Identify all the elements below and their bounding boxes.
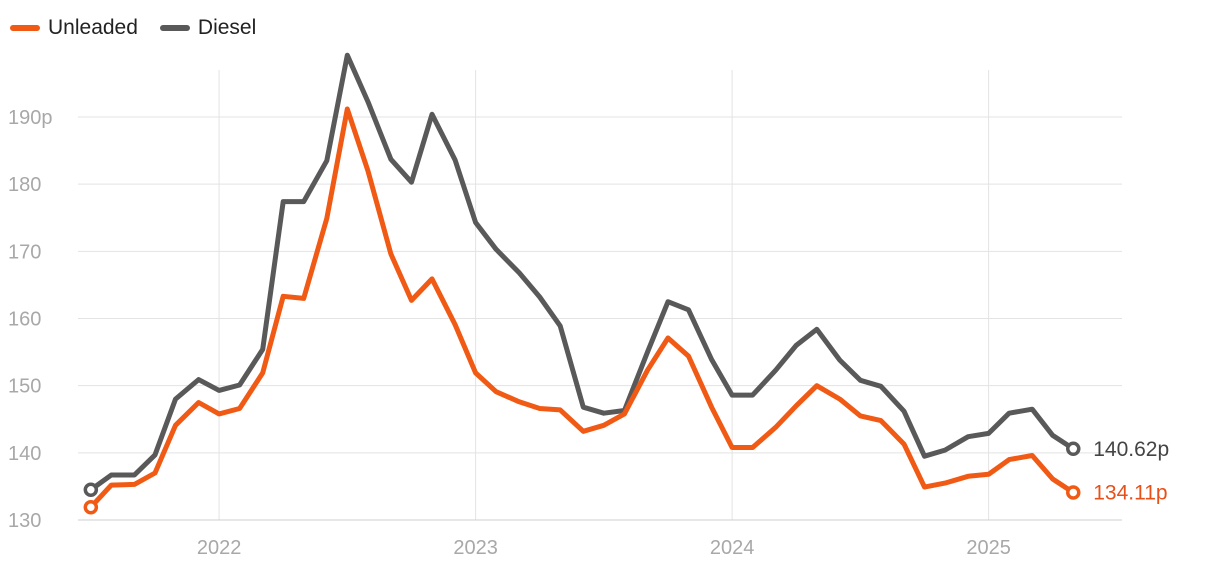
- series-line-unleaded: [88, 106, 1076, 510]
- legend: Unleaded Diesel: [10, 16, 256, 40]
- y-tick-label: 130: [8, 510, 41, 532]
- y-tick-label: 190p: [8, 107, 53, 129]
- y-tick-label: 150: [8, 376, 41, 398]
- end-marker-unleaded: [1066, 485, 1081, 500]
- start-marker-unleaded: [83, 499, 99, 515]
- legend-swatch-unleaded: [10, 25, 40, 31]
- end-value-label-unleaded: 134.11p: [1093, 481, 1167, 504]
- y-tick-label: 140: [8, 443, 41, 465]
- end-value-label-diesel: 140.62p: [1093, 438, 1169, 461]
- x-tick-label: 2025: [966, 537, 1011, 559]
- y-tick-label: 160: [8, 309, 41, 331]
- x-tick-label: 2024: [710, 537, 755, 559]
- y-tick-label: 170: [8, 241, 41, 263]
- legend-label-diesel: Diesel: [197, 16, 257, 39]
- end-marker-diesel: [1066, 441, 1081, 457]
- legend-swatch-diesel: [159, 25, 190, 31]
- series-line-diesel: [88, 52, 1076, 493]
- legend-item-diesel: Diesel: [159, 16, 257, 40]
- x-tick-label: 2023: [453, 537, 498, 559]
- legend-label-unleaded: Unleaded: [48, 16, 138, 39]
- y-tick-label: 180: [8, 174, 41, 196]
- x-tick-label: 2022: [197, 537, 242, 559]
- start-marker-diesel: [83, 482, 99, 498]
- legend-item-unleaded: Unleaded: [10, 16, 138, 40]
